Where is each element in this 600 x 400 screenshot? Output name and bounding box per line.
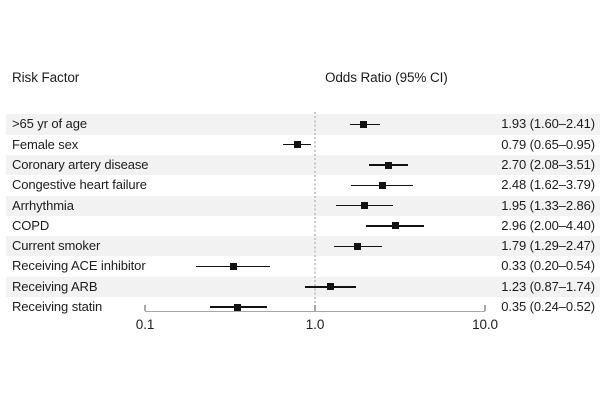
row-band [6,154,600,176]
risk-factor-label: COPD [12,217,50,233]
risk-factor-label: Arrhythmia [12,197,74,213]
odds-ratio-marker [360,120,368,128]
odds-ratio-value: 1.93 (1.60–2.41) [501,116,595,132]
x-axis-tick [484,305,486,311]
odds-ratio-value: 2.70 (2.08–3.51) [501,156,595,172]
x-axis-tick-label: 10.0 [472,316,498,332]
odds-ratio-value: 2.96 (2.00–4.40) [501,217,595,233]
risk-factor-label: Congestive heart failure [12,177,147,193]
odds-ratio-marker [229,263,237,271]
risk-factor-label: >65 yr of age [12,116,87,132]
odds-ratio-value: 1.95 (1.33–2.86) [501,197,595,213]
odds-ratio-value: 1.79 (1.29–2.47) [501,238,595,254]
risk-factor-label: Female sex [12,136,79,152]
odds-ratio-marker [326,283,334,291]
risk-factor-label: Receiving ACE inhibitor [12,258,146,274]
odds-ratio-value: 0.33 (0.20–0.54) [501,258,595,274]
x-axis-line [145,310,485,312]
row-band [6,276,600,297]
x-axis-tick-label: 1.0 [305,316,325,332]
risk-factor-label: Receiving ARB [12,278,98,294]
x-axis-tick-label: 0.1 [135,316,155,332]
odds-ratio-marker [354,242,362,250]
row-band [6,195,600,216]
odds-ratio-marker [384,161,392,169]
odds-ratio-marker [378,181,386,189]
reference-line [314,112,316,311]
odds-ratio-marker [391,222,399,230]
risk-factor-label: Current smoker [12,238,101,254]
odds-ratio-marker [294,141,302,149]
x-axis-tick [314,305,316,311]
row-band [6,114,600,135]
risk-factor-label: Receiving statin [12,299,103,314]
column-header-odds-ratio: Odds Ratio (95% CI) [325,70,448,85]
x-axis-tick [144,305,146,311]
odds-ratio-marker [360,202,368,210]
row-band [6,236,600,257]
odds-ratio-marker [233,303,241,311]
odds-ratio-value: 0.79 (0.65–0.95) [501,136,595,152]
risk-factor-label: Coronary artery disease [12,156,149,172]
odds-ratio-value: 1.23 (0.87–1.74) [501,278,595,294]
odds-ratio-value: 0.35 (0.24–0.52) [501,299,595,314]
odds-ratio-value: 2.48 (1.62–3.79) [501,177,595,193]
column-header-risk-factor: Risk Factor [12,70,80,85]
